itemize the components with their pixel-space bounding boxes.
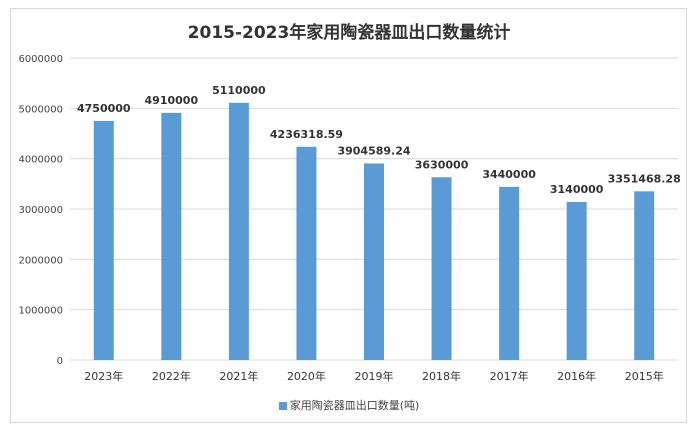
y-tick-label: 1000000 [18, 306, 63, 317]
bar [296, 146, 317, 360]
chart-title: 2015-2023年家用陶瓷器皿出口数量统计 [187, 23, 511, 43]
y-tick-label: 0 [57, 356, 63, 367]
x-tick-label: 2018年 [422, 369, 461, 383]
x-tick-label: 2016年 [557, 369, 596, 383]
chart-frame [10, 8, 687, 423]
x-tick-label: 2017年 [490, 369, 529, 383]
legend-label: 家用陶瓷器皿出口数量(吨) [289, 399, 420, 412]
bar [93, 120, 114, 361]
bar [499, 186, 520, 360]
legend-swatch [278, 402, 287, 410]
bar [634, 191, 655, 360]
y-tick-label: 4000000 [18, 155, 63, 166]
bar [566, 201, 587, 360]
data-label: 3904589.24 [337, 144, 410, 157]
x-tick-label: 2019年 [355, 369, 394, 383]
data-label: 5110000 [212, 84, 266, 97]
x-tick-label: 2015年 [625, 369, 664, 383]
data-label: 3630000 [415, 158, 469, 171]
bar [364, 163, 384, 360]
legend: 家用陶瓷器皿出口数量(吨) [0, 397, 698, 413]
y-tick-label: 6000000 [18, 54, 63, 65]
x-tick-label: 2023年 [84, 369, 123, 383]
x-tick-label: 2020年 [287, 369, 326, 383]
data-label: 4750000 [77, 102, 131, 115]
bar [431, 177, 452, 360]
y-tick-label: 3000000 [18, 205, 63, 216]
data-label: 4910000 [145, 94, 199, 107]
y-tick-label: 2000000 [18, 255, 63, 266]
x-tick-label: 2022年 [152, 369, 191, 383]
bar [228, 102, 249, 361]
y-tick-label: 5000000 [18, 104, 63, 115]
data-label: 4236318.59 [270, 128, 343, 141]
bar [161, 112, 182, 360]
x-tick-label: 2021年 [219, 369, 258, 383]
data-label: 3140000 [550, 183, 604, 196]
data-label: 3351468.28 [608, 172, 681, 185]
data-label: 3440000 [482, 168, 536, 181]
